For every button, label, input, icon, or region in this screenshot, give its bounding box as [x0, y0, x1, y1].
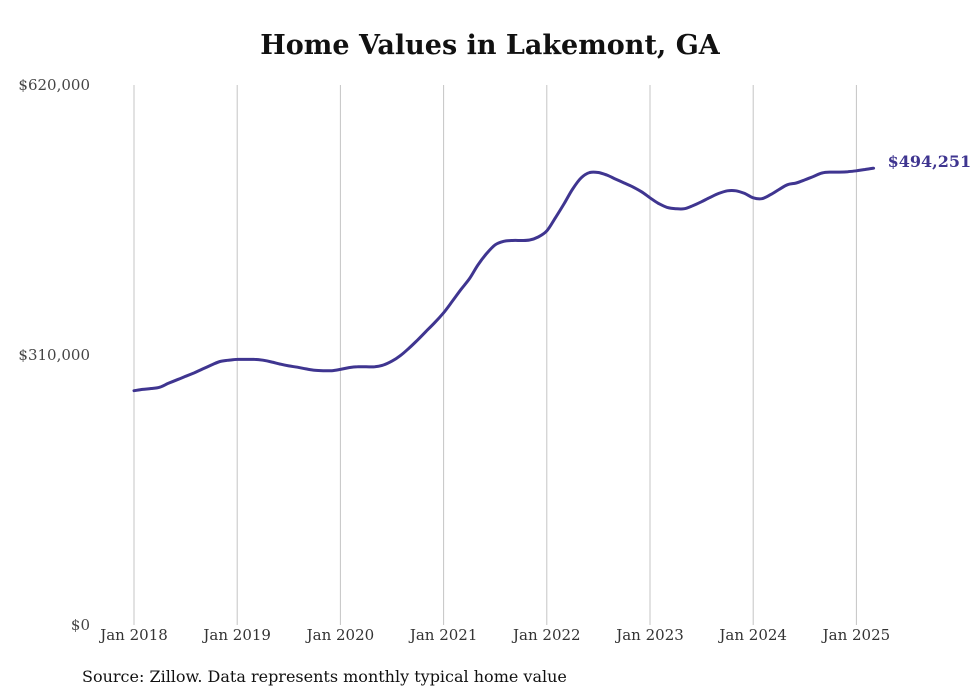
y-tick-label: $620,000: [18, 76, 90, 94]
x-tick-label: Jan 2018: [98, 626, 168, 644]
series-layer: [132, 166, 876, 393]
y-axis-tick-labels: $0 $310,000 $620,000: [18, 76, 90, 634]
x-axis-tick-labels: Jan 2018 Jan 2019 Jan 2020 Jan 2021 Jan 2022…: [98, 626, 890, 644]
x-tick-label: Jan 2021: [408, 626, 478, 644]
chart-title: Home Values in Lakemont, GA: [260, 30, 720, 61]
x-tick-label: Jan 2025: [821, 626, 891, 644]
x-tick-label: Jan 2023: [614, 626, 684, 644]
x-tick-label: Jan 2020: [305, 626, 375, 644]
gridlines: [133, 85, 857, 625]
data-labels: $494,251: [888, 152, 972, 171]
x-tick-label: Jan 2019: [201, 626, 271, 644]
y-tick-label: $310,000: [18, 346, 90, 364]
end-value-label: $494,251: [888, 152, 972, 171]
y-tick-label: $0: [71, 616, 90, 634]
x-tick-label: Jan 2022: [511, 626, 581, 644]
x-tick-label: Jan 2024: [717, 626, 787, 644]
series-line: [132, 166, 876, 393]
source-note: Source: Zillow. Data represents monthly …: [82, 667, 567, 686]
